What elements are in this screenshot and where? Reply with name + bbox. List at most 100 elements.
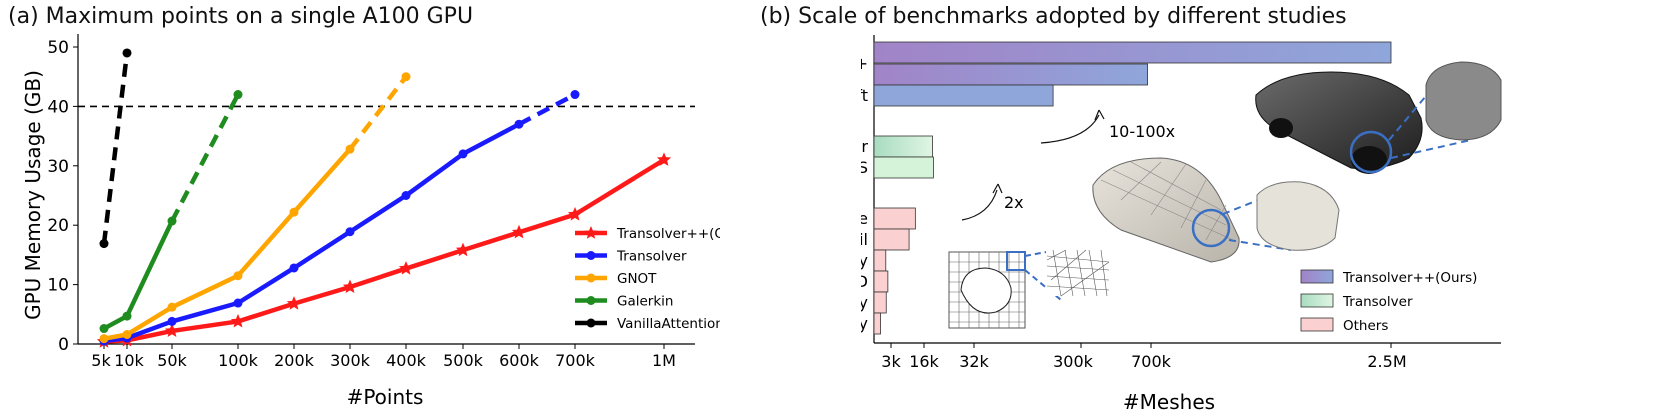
chart-a-point xyxy=(455,242,471,257)
chart-a-legend-label: VanillaAttention xyxy=(617,316,720,332)
chart-a-point xyxy=(656,152,672,166)
panel-a-title: (a) Maximum points on a single A100 GPU xyxy=(8,4,474,29)
shapenet-car-image xyxy=(1092,157,1340,263)
chart-b-bar xyxy=(873,312,881,335)
chart-a-legend-marker xyxy=(586,273,596,283)
annotation-2x: 2x xyxy=(1004,193,1024,212)
chart-a-x-tick-label: 300k xyxy=(330,351,371,370)
chart-a-point xyxy=(122,311,132,321)
chart-a-x-tick-label: 200k xyxy=(274,351,315,370)
chart-a-point xyxy=(99,324,109,334)
chart-b-category-label: Plasticity xyxy=(861,293,868,312)
chart-a-line-segment xyxy=(171,273,239,310)
annotation-arrows xyxy=(961,109,1105,221)
chart-b-bar xyxy=(873,63,1148,86)
chart-a-point xyxy=(584,226,598,239)
chart-a-series xyxy=(96,48,672,348)
chart-a-x-tick-label: 400k xyxy=(386,351,427,370)
chart-a-line-segment xyxy=(349,266,407,290)
chart-a-ylabel: GPU Memory Usage (GB) xyxy=(21,70,45,320)
chart-a-x-tick-label: 5k xyxy=(91,351,111,370)
chart-a-point xyxy=(342,279,358,293)
chart-b-bar-group-shapenetcar: ShapeNetCar xyxy=(861,135,933,158)
chart-b-category-label: DrivAernet++ xyxy=(861,54,868,73)
chart-a-legend-marker xyxy=(586,318,596,328)
chart-a-y-tick-label: 20 xyxy=(47,216,69,236)
chart-b-category-label: Elasticity xyxy=(861,314,868,333)
chart-a-line-segment xyxy=(171,300,239,324)
chart-a-point xyxy=(99,334,109,344)
chart-a-point xyxy=(345,144,355,154)
chart-b-bars: DrivAernet++ AirCraft ShapeNetCar AirfRANS P… xyxy=(861,41,1392,335)
chart-a-point xyxy=(289,263,299,273)
annotation-10-100x: 10-100x xyxy=(1109,122,1175,141)
chart-b-bar xyxy=(873,135,933,158)
chart-a-x-tick-label: 700k xyxy=(555,351,596,370)
chart-a-line-segment xyxy=(573,157,666,217)
chart-a-point xyxy=(286,296,302,310)
chart-b-bar xyxy=(873,270,889,293)
chart-a-line-segment xyxy=(404,152,465,198)
chart-a: 0 10 20 30 40 50 5k 10k 50k 100k 200k 300k 400k 500k 6… xyxy=(21,34,720,409)
mesh-2d-image xyxy=(948,249,1110,329)
chart-a-line-segment xyxy=(126,319,173,341)
chart-a-xlabel: #Points xyxy=(347,385,424,409)
chart-a-point xyxy=(164,323,180,337)
chart-a-series-vanillaattention xyxy=(99,48,132,249)
chart-b-legend: Transolver++(Ours) Transolver Others xyxy=(1300,269,1477,334)
chart-b: 3k 16k 32k 300k 700k 2.5M DrivAernet++ AirCraf… xyxy=(861,35,1502,414)
chart-a-legend-item: Galerkin xyxy=(575,294,673,310)
chart-b-legend-label: Transolver xyxy=(1342,294,1413,310)
chart-b-bar-group-drivaernet-: DrivAernet++ xyxy=(861,41,1392,86)
chart-b-legend-item: Transolver xyxy=(1300,293,1413,310)
chart-a-point xyxy=(122,48,132,58)
chart-b-xlabel: #Meshes xyxy=(1123,390,1215,414)
chart-a-legend-label: Transolver++(Ours) xyxy=(616,226,720,242)
chart-a-point xyxy=(167,216,177,226)
chart-a-line-segment xyxy=(101,52,130,244)
chart-a-y-tick-label: 10 xyxy=(47,276,69,296)
chart-b-x-tick-label: 2.5M xyxy=(1367,352,1406,371)
chart-a-legend-marker xyxy=(586,296,596,305)
chart-a-line-segment xyxy=(462,230,520,253)
chart-b-bar xyxy=(873,156,934,179)
chart-b-legend-label: Others xyxy=(1343,318,1388,334)
chart-b-category-label: Airfoil xyxy=(861,230,868,249)
chart-a-legend: Transolver++(Ours) Transolver GNOT Galerkin… xyxy=(575,226,720,332)
chart-a-point xyxy=(122,329,132,339)
chart-a-legend-item: GNOT xyxy=(575,271,657,287)
chart-a-series-galerkin xyxy=(99,90,243,334)
chart-b-category-label: ShapeNetCar xyxy=(861,137,868,156)
chart-a-x-tick-label: 50k xyxy=(157,351,187,370)
chart-b-bar-group-airfrans: AirfRANS xyxy=(861,156,934,179)
chart-a-legend-label: Galerkin xyxy=(617,294,673,310)
chart-a-point xyxy=(398,261,414,275)
chart-a-legend-item: Transolver++(Ours) xyxy=(575,226,720,242)
chart-b-category-label: Pipe xyxy=(861,209,868,228)
chart-a-line-segment xyxy=(405,248,464,271)
chart-a-line-segment xyxy=(292,147,352,214)
chart-a-legend-label: GNOT xyxy=(617,271,657,287)
chart-a-line-segment xyxy=(517,92,577,127)
chart-b-x-tick-label: 300k xyxy=(1053,352,1094,371)
chart-b-bar-group-pipe: Pipe xyxy=(861,207,916,230)
chart-b-bar-group-plasticity: Plasticity xyxy=(861,291,887,314)
chart-b-bar-group-airfoil: Airfoil xyxy=(861,228,910,251)
chart-a-line-segment xyxy=(348,193,408,234)
chart-a-x-tick-label: 600k xyxy=(499,351,540,370)
chart-b-category-label: AirCraft xyxy=(861,86,868,105)
chart-a-point xyxy=(570,90,580,100)
chart-b-bar xyxy=(873,249,887,272)
chart-b-category-label: NS2D xyxy=(861,272,868,291)
chart-b-bar xyxy=(873,291,887,314)
chart-b-legend-item: Others xyxy=(1300,317,1388,334)
chart-a-point xyxy=(233,271,243,281)
chart-a-x-tick-label: 100k xyxy=(218,351,259,370)
chart-b-category-label: Darcy xyxy=(861,251,868,270)
chart-b-bar-group-ns2d: NS2D xyxy=(861,270,889,293)
chart-a-line-segment xyxy=(236,210,296,278)
chart-a-line-segment xyxy=(236,266,296,305)
chart-a-line-segment xyxy=(237,301,295,324)
chart-b-bar xyxy=(873,41,1392,64)
chart-a-line-segment xyxy=(292,229,352,270)
